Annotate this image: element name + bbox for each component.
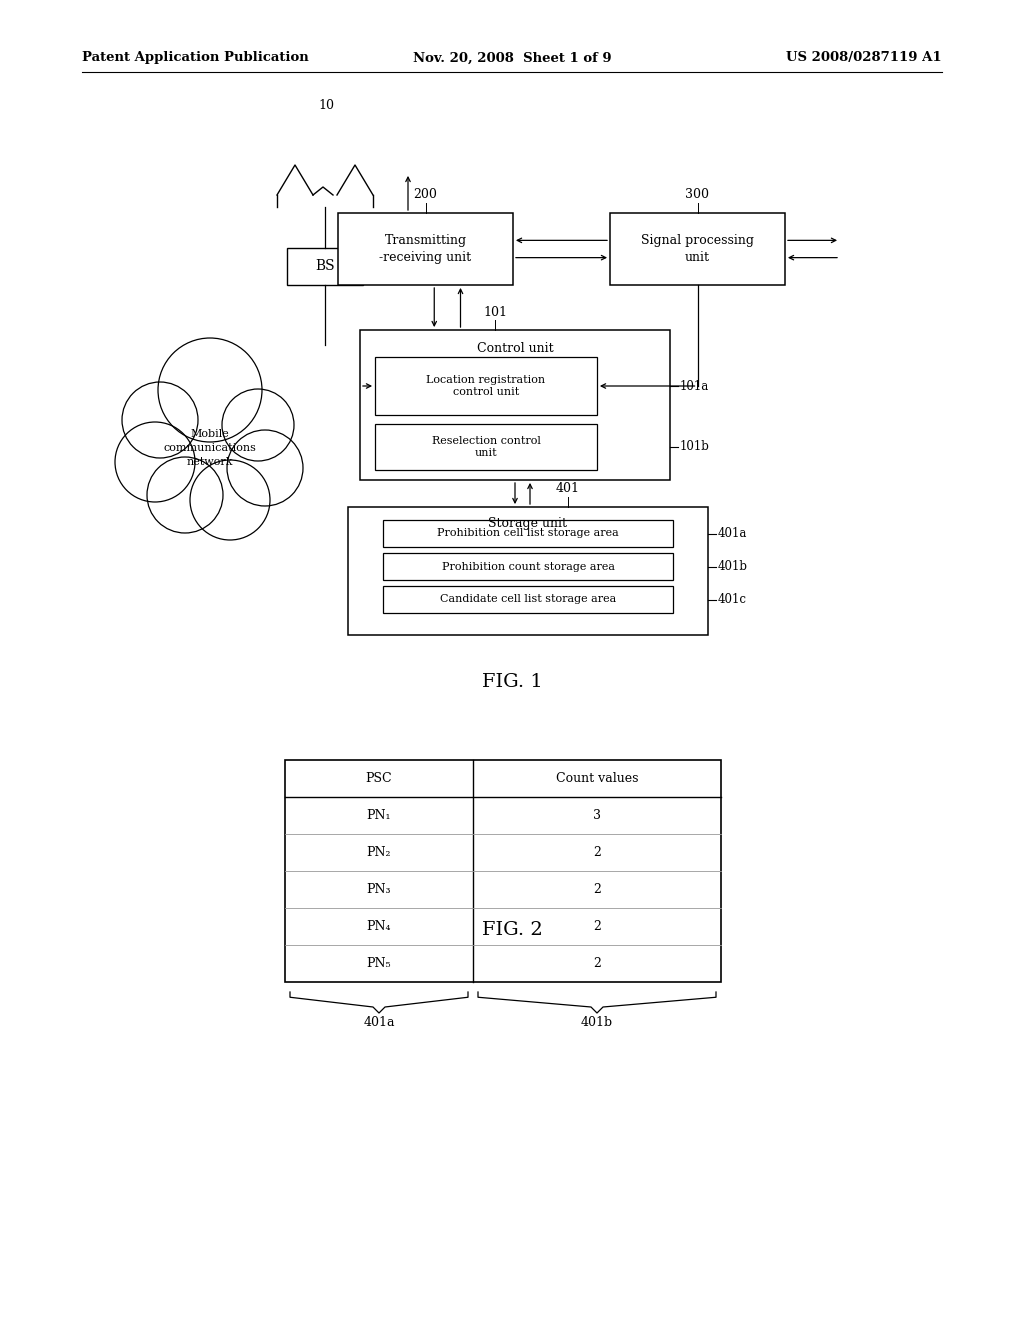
Bar	[360, 330, 670, 480]
Text: 401a: 401a	[364, 1015, 394, 1028]
Text: Count values: Count values	[556, 772, 638, 785]
Text: Storage unit: Storage unit	[488, 517, 567, 531]
Circle shape	[145, 385, 275, 515]
Text: Patent Application Publication: Patent Application Publication	[82, 51, 309, 65]
Text: Transmitting
-receiving unit: Transmitting -receiving unit	[380, 234, 472, 264]
Bar	[383, 520, 673, 546]
Bar	[375, 356, 597, 414]
Text: Prohibition count storage area: Prohibition count storage area	[441, 561, 614, 572]
Text: 401c: 401c	[718, 593, 746, 606]
Bar	[285, 760, 721, 982]
Bar	[610, 213, 785, 285]
Text: PN₄: PN₄	[367, 920, 391, 933]
Bar	[338, 213, 513, 285]
Text: 101a: 101a	[680, 380, 710, 392]
Text: Nov. 20, 2008  Sheet 1 of 9: Nov. 20, 2008 Sheet 1 of 9	[413, 51, 611, 65]
Text: 2: 2	[593, 920, 601, 933]
Circle shape	[115, 422, 195, 502]
Text: PSC: PSC	[366, 772, 392, 785]
Circle shape	[227, 430, 303, 506]
Text: Control unit: Control unit	[477, 342, 553, 355]
Text: 2: 2	[593, 883, 601, 896]
Text: Mobile
communications
network: Mobile communications network	[164, 429, 256, 467]
Bar	[287, 248, 362, 285]
Bar	[383, 586, 673, 612]
Text: 300: 300	[685, 189, 710, 202]
Text: FIG. 2: FIG. 2	[481, 921, 543, 939]
Text: PN₅: PN₅	[367, 957, 391, 970]
Text: 401: 401	[556, 483, 580, 495]
Text: US 2008/0287119 A1: US 2008/0287119 A1	[786, 51, 942, 65]
Text: FIG. 1: FIG. 1	[481, 673, 543, 690]
Text: PN₁: PN₁	[367, 809, 391, 822]
Text: 401a: 401a	[718, 527, 748, 540]
Bar	[348, 507, 708, 635]
Bar	[383, 553, 673, 579]
Circle shape	[122, 381, 198, 458]
Text: 2: 2	[593, 846, 601, 859]
Text: 401b: 401b	[581, 1015, 613, 1028]
Text: Signal processing
unit: Signal processing unit	[641, 234, 754, 264]
Text: PN₂: PN₂	[367, 846, 391, 859]
Text: 10: 10	[318, 99, 334, 112]
Circle shape	[158, 338, 262, 442]
Text: 101: 101	[483, 305, 507, 318]
Text: PN₃: PN₃	[367, 883, 391, 896]
Text: 401b: 401b	[718, 560, 748, 573]
Text: 2: 2	[593, 957, 601, 970]
Text: 101b: 101b	[680, 441, 710, 454]
Bar	[375, 424, 597, 470]
Circle shape	[147, 457, 223, 533]
Text: 3: 3	[593, 809, 601, 822]
Circle shape	[190, 459, 270, 540]
Text: Location registration
control unit: Location registration control unit	[426, 375, 546, 397]
Text: Reselection control
unit: Reselection control unit	[431, 436, 541, 458]
Text: Candidate cell list storage area: Candidate cell list storage area	[440, 594, 616, 605]
Text: 200: 200	[414, 189, 437, 202]
Circle shape	[222, 389, 294, 461]
Text: Prohibition cell list storage area: Prohibition cell list storage area	[437, 528, 618, 539]
Text: BS: BS	[315, 260, 335, 273]
